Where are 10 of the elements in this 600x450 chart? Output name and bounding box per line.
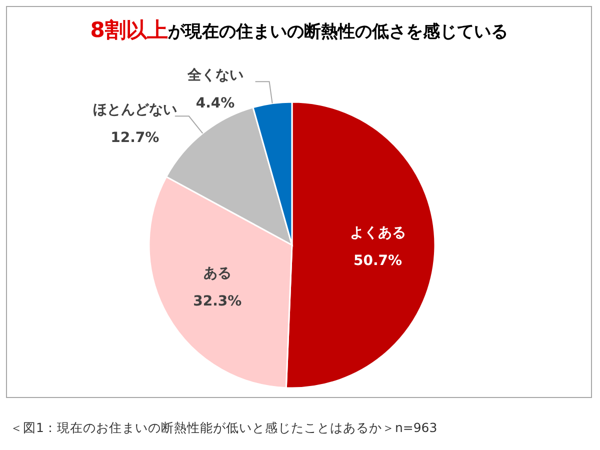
slice-label: よくある bbox=[350, 224, 406, 241]
slice-label: ある bbox=[203, 265, 232, 282]
slice-label: 全くない bbox=[186, 68, 244, 84]
slice-label: ほとんどない bbox=[92, 102, 177, 118]
data-label: 32.3% bbox=[193, 293, 242, 310]
data-label: 4.4% bbox=[196, 96, 235, 112]
data-label: 50.7% bbox=[353, 252, 402, 269]
data-label: 12.7% bbox=[110, 130, 160, 146]
chart-title: 8割以上が現在の住まいの断熱性の低さを感じている bbox=[89, 17, 509, 44]
text: ＜図1：現在のお住まいの断熱性能が低いと感じたことはあるか＞n=963 bbox=[10, 420, 438, 437]
